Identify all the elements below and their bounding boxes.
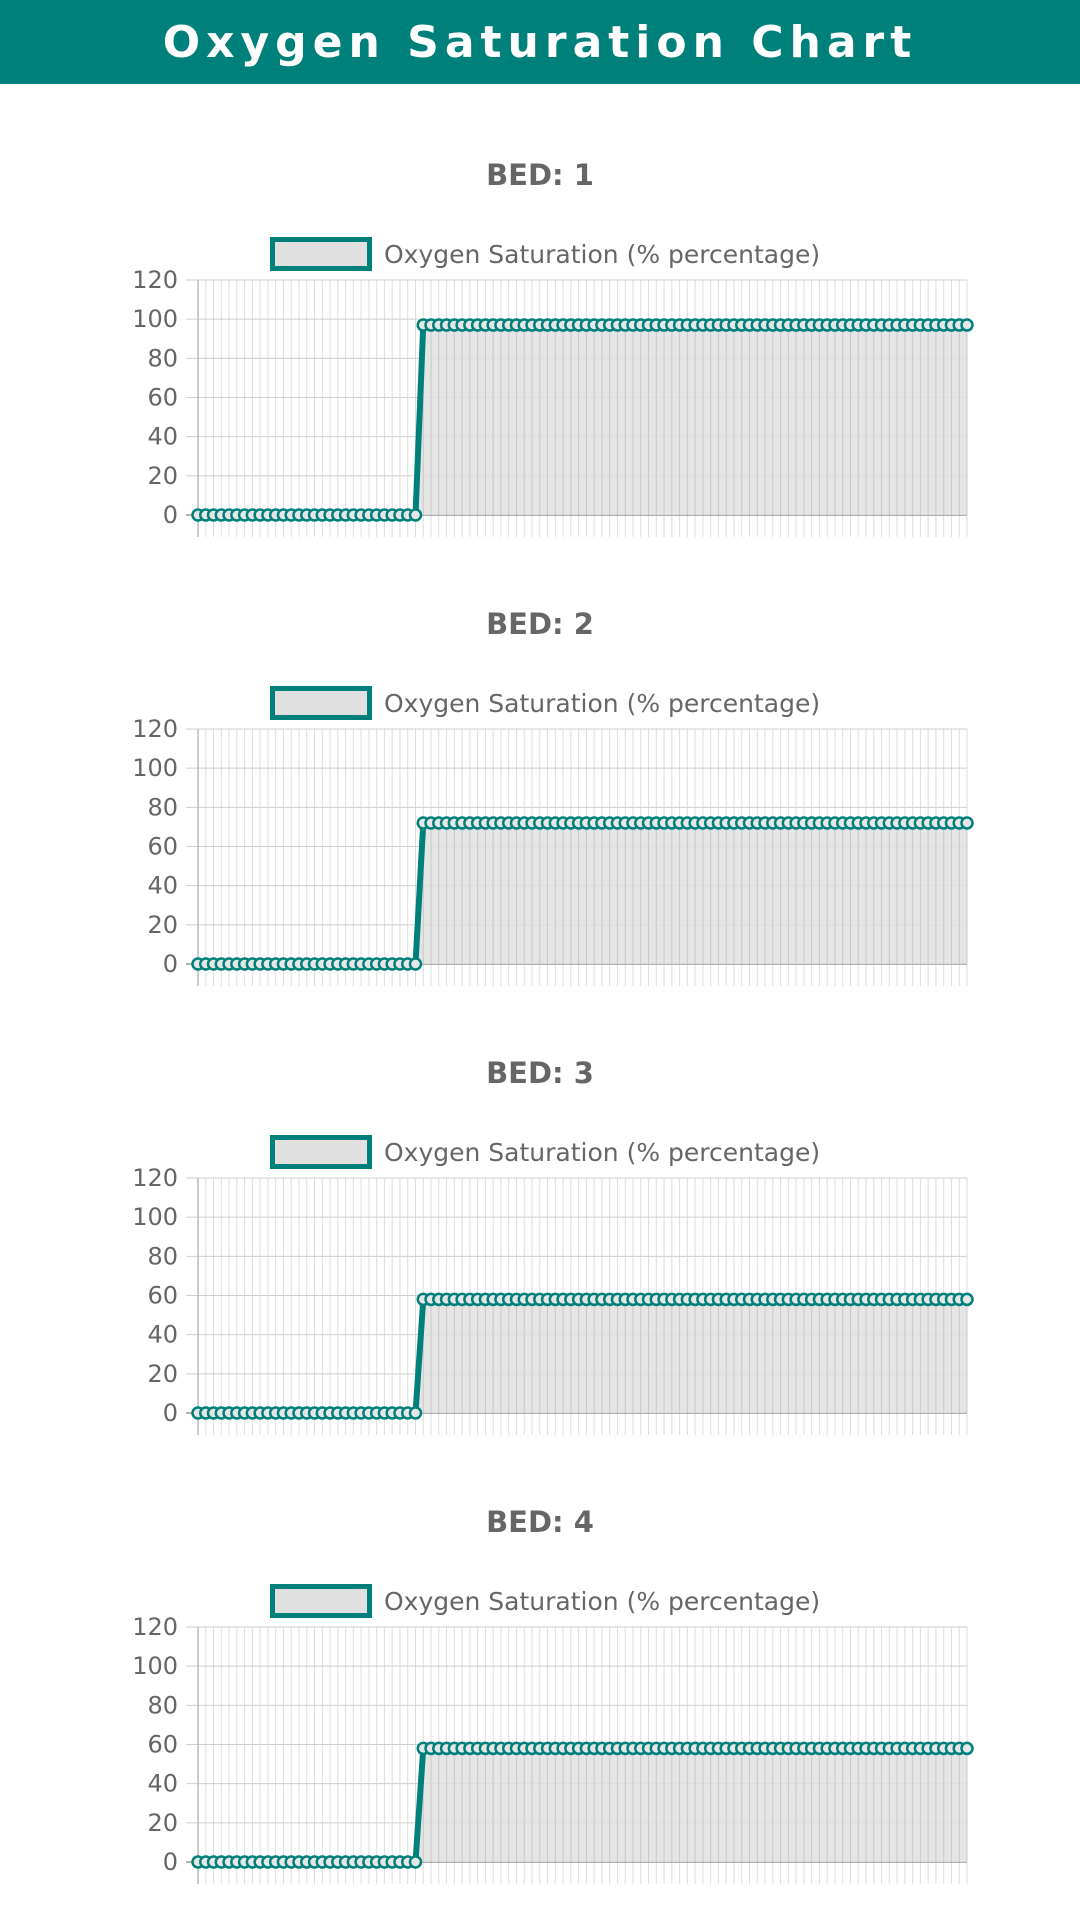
- legend-label: Oxygen Saturation (% percentage): [384, 1586, 821, 1616]
- data-points: [191, 1741, 974, 1869]
- legend-label: Oxygen Saturation (% percentage): [384, 239, 821, 269]
- y-tick-label: 0: [163, 1399, 178, 1427]
- data-point: [408, 1855, 423, 1869]
- legend-swatch: [270, 686, 372, 720]
- y-tick-label: 40: [147, 872, 178, 900]
- y-tick-label: 100: [132, 305, 178, 333]
- chart-canvas: 120 100 80 60 40 20 0: [132, 717, 974, 986]
- app-bar: Oxygen Saturation Chart: [0, 0, 1080, 84]
- y-tick-label: 20: [147, 462, 178, 490]
- app-title: Oxygen Saturation Chart: [162, 16, 918, 68]
- y-tick-label: 20: [147, 1809, 178, 1837]
- legend-swatch: [270, 237, 372, 271]
- y-tick-label: 80: [147, 1691, 178, 1719]
- y-tick-label: 20: [147, 1360, 178, 1388]
- y-tick-label: 120: [132, 717, 178, 743]
- y-tick-label: 40: [147, 1770, 178, 1798]
- y-tick-label: 60: [147, 384, 178, 412]
- data-points: [191, 318, 974, 522]
- y-tick-label: 40: [147, 1321, 178, 1349]
- bed-title: BED: 3: [486, 1056, 594, 1090]
- y-tick-label: 0: [163, 501, 178, 529]
- bed-chart-2: BED: 2 Oxygen Saturation (% percentage) …: [0, 607, 1080, 1027]
- bed-title: BED: 1: [486, 158, 594, 192]
- data-point: [408, 508, 423, 522]
- chart-canvas: 120 100 80 60 40 20 0: [132, 268, 974, 537]
- y-tick-label: 100: [132, 754, 178, 782]
- y-tick-label: 40: [147, 423, 178, 451]
- y-tick-label: 80: [147, 1242, 178, 1270]
- bed-title: BED: 4: [486, 1505, 594, 1539]
- data-points: [191, 1292, 974, 1420]
- chart-canvas: 120 100 80 60 40 20 0: [132, 1166, 974, 1435]
- legend[interactable]: Oxygen Saturation (% percentage): [270, 686, 821, 720]
- legend-label: Oxygen Saturation (% percentage): [384, 688, 821, 718]
- y-tick-label: 120: [132, 1615, 178, 1641]
- data-points: [191, 816, 974, 971]
- series-area: [198, 1299, 967, 1413]
- series-area: [198, 823, 967, 964]
- y-tick-label: 60: [147, 833, 178, 861]
- y-tick-label: 80: [147, 793, 178, 821]
- data-point: [960, 318, 974, 332]
- data-point: [960, 1741, 974, 1756]
- bed-chart-3: BED: 3 Oxygen Saturation (% percentage) …: [0, 1056, 1080, 1476]
- y-tick-label: 60: [147, 1282, 178, 1310]
- y-tick-label: 0: [163, 950, 178, 978]
- y-tick-label: 80: [147, 344, 178, 372]
- legend-swatch: [270, 1135, 372, 1169]
- y-tick-label: 100: [132, 1652, 178, 1680]
- bed-chart-4: BED: 4 Oxygen Saturation (% percentage) …: [0, 1505, 1080, 1925]
- y-tick-label: 120: [132, 268, 178, 294]
- legend[interactable]: Oxygen Saturation (% percentage): [270, 1584, 821, 1618]
- data-point: [960, 1292, 974, 1307]
- y-tick-label: 60: [147, 1731, 178, 1759]
- legend[interactable]: Oxygen Saturation (% percentage): [270, 237, 821, 271]
- legend-label: Oxygen Saturation (% percentage): [384, 1137, 821, 1167]
- data-point: [960, 816, 974, 830]
- legend[interactable]: Oxygen Saturation (% percentage): [270, 1135, 821, 1169]
- y-tick-label: 0: [163, 1848, 178, 1876]
- y-tick-label: 120: [132, 1166, 178, 1192]
- data-point: [408, 957, 423, 971]
- y-tick-label: 20: [147, 911, 178, 939]
- series-area: [198, 325, 967, 515]
- y-tick-label: 100: [132, 1203, 178, 1231]
- bed-title: BED: 2: [486, 607, 594, 641]
- legend-swatch: [270, 1584, 372, 1618]
- chart-canvas: 120 100 80 60 40 20 0: [132, 1615, 974, 1884]
- series-area: [198, 1748, 967, 1862]
- data-point: [408, 1406, 423, 1420]
- bed-chart-1: BED: 1 Oxygen Saturation (% percentage) …: [0, 158, 1080, 578]
